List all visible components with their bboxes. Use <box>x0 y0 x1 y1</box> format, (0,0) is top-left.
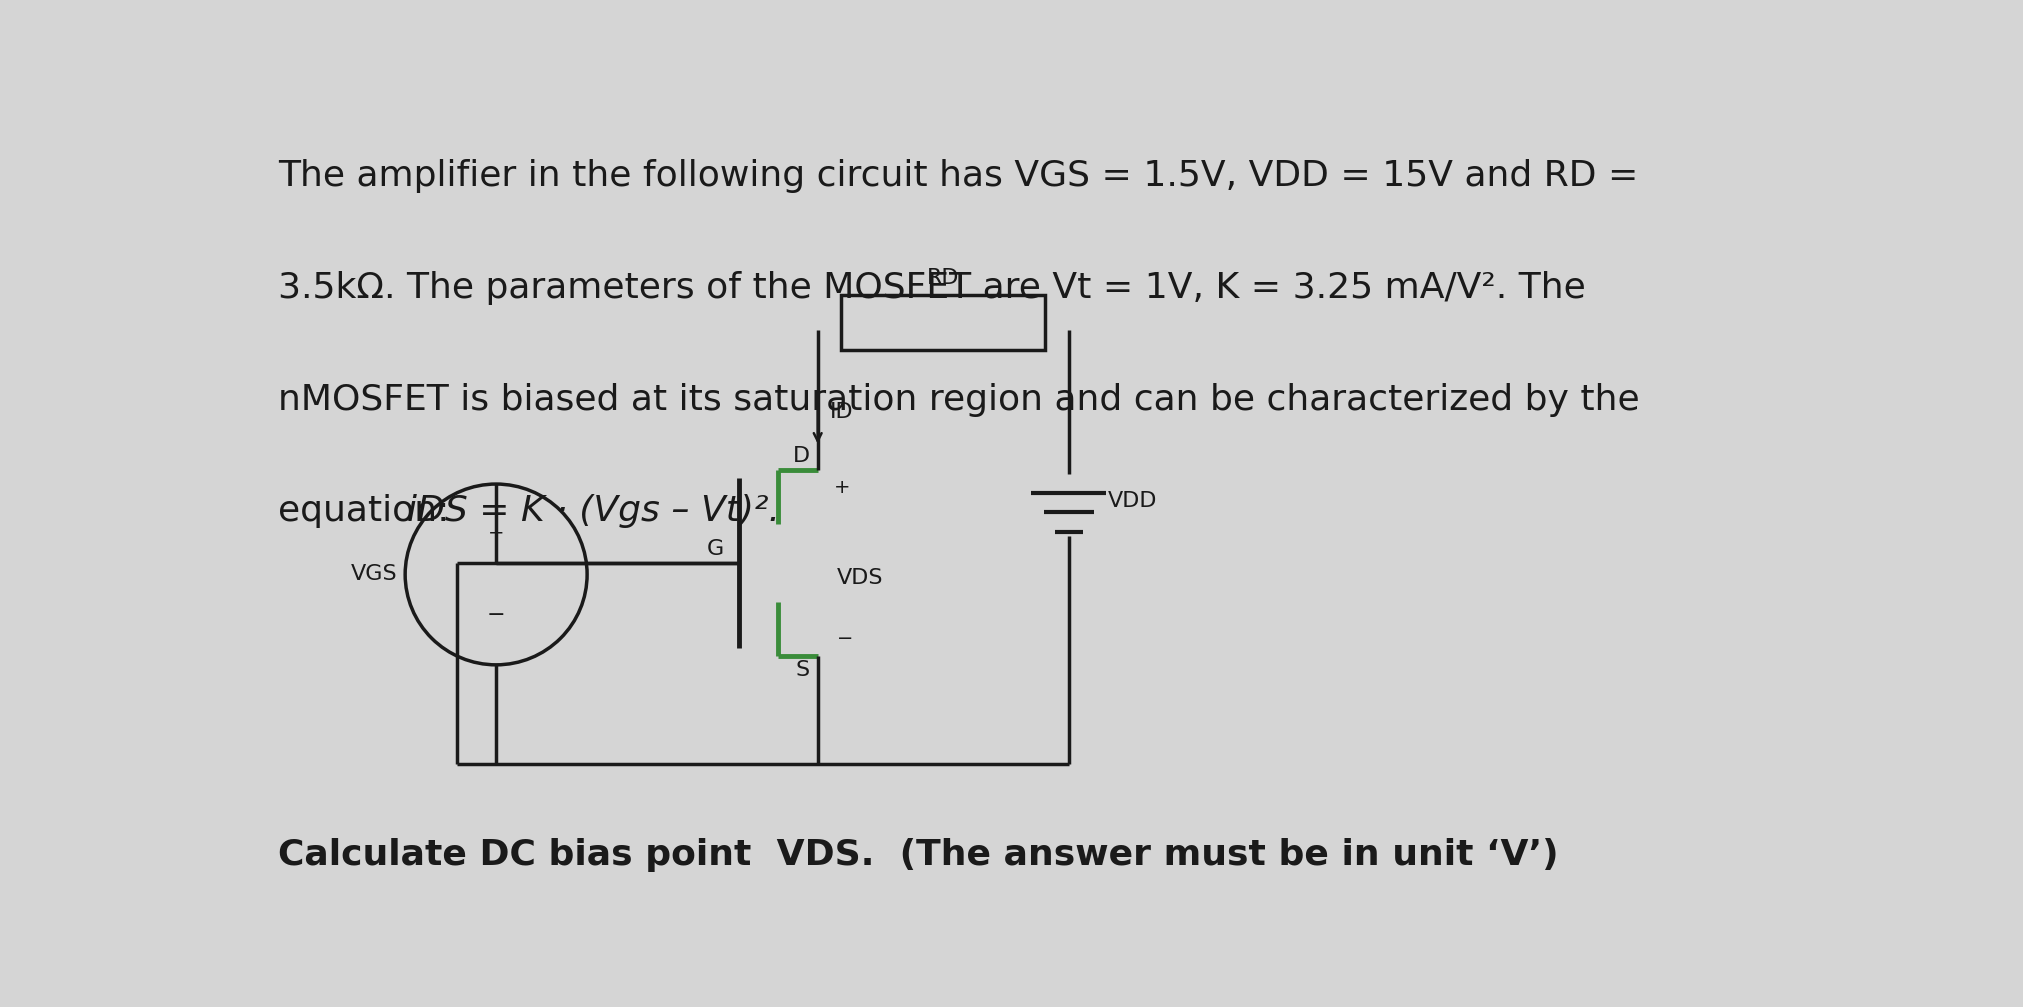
Text: S: S <box>795 660 809 680</box>
Text: +: + <box>488 525 504 543</box>
Text: VGS: VGS <box>350 565 397 584</box>
Text: RD: RD <box>927 268 959 288</box>
Text: −: − <box>488 605 506 625</box>
Text: The amplifier in the following circuit has VGS = 1.5V, VDD = 15V and RD =: The amplifier in the following circuit h… <box>277 159 1639 193</box>
Text: 3.5kΩ. The parameters of the MOSFET are Vt = 1V, K = 3.25 mA/V². The: 3.5kΩ. The parameters of the MOSFET are … <box>277 271 1586 305</box>
Text: +: + <box>833 477 850 496</box>
Text: equation:: equation: <box>277 494 461 529</box>
Text: iDS = K · (Vgs – Vt)².: iDS = K · (Vgs – Vt)². <box>407 494 779 529</box>
Text: VDS: VDS <box>835 568 882 588</box>
Text: ID: ID <box>829 402 854 422</box>
Text: VDD: VDD <box>1107 490 1157 511</box>
Text: Calculate DC bias point  VDS.  (The answer must be in unit ‘V’): Calculate DC bias point VDS. (The answer… <box>277 838 1558 872</box>
Text: −: − <box>835 629 852 649</box>
Text: D: D <box>793 446 809 466</box>
Text: nMOSFET is biased at its saturation region and can be characterized by the: nMOSFET is biased at its saturation regi… <box>277 383 1639 417</box>
Text: G: G <box>706 539 724 559</box>
